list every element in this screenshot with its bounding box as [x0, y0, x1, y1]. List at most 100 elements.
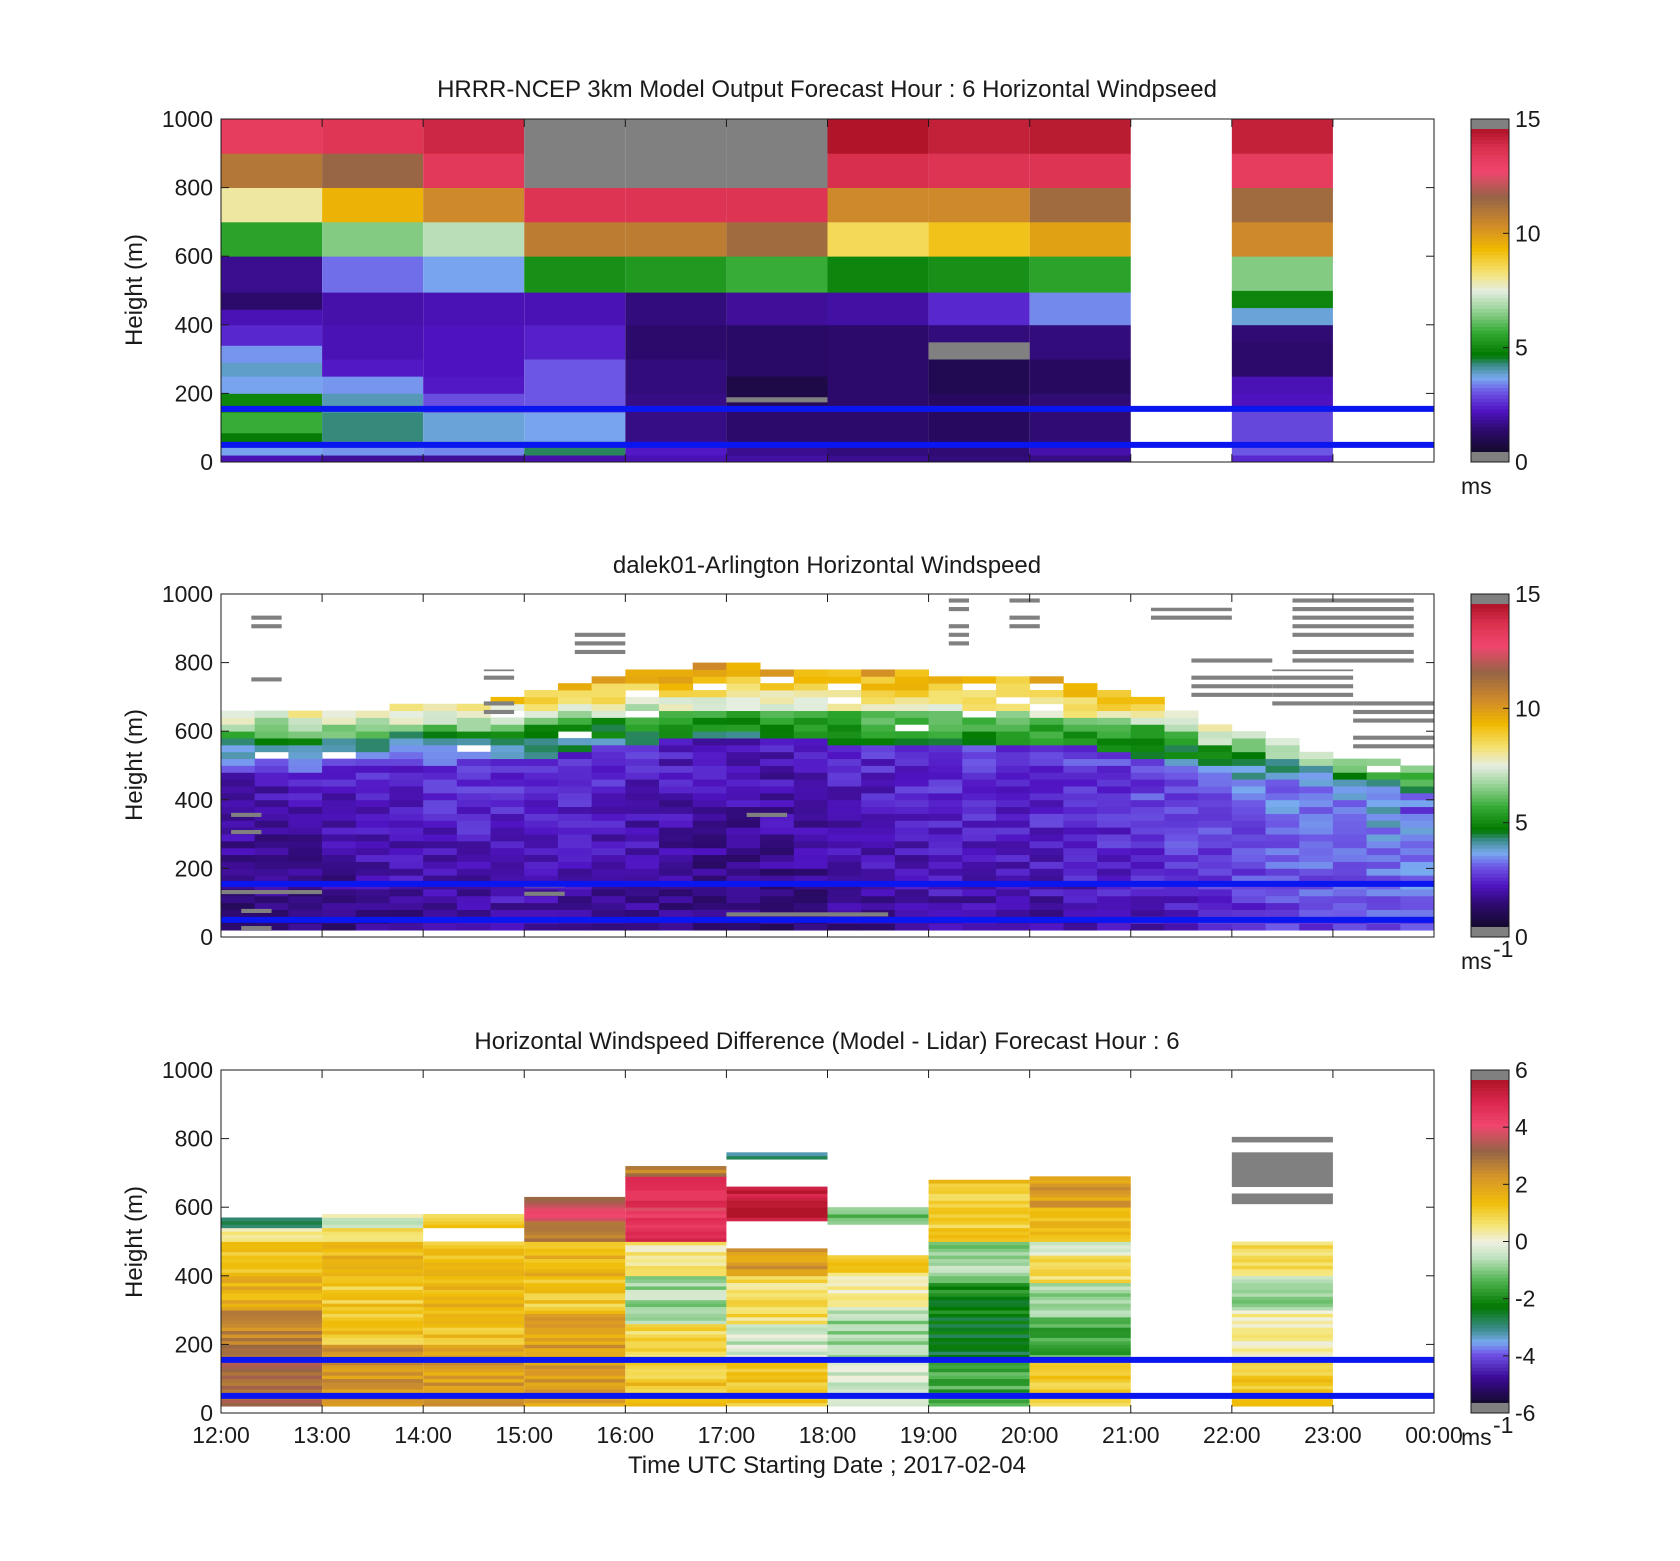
lidar-cell: [322, 868, 357, 876]
lidar-cell: [254, 806, 289, 814]
lidar-cell: [659, 669, 694, 677]
lidar-cell: [760, 834, 795, 842]
lidar-cell: [659, 827, 694, 835]
colorbar-segment: [1471, 430, 1509, 435]
colorbar-segment: [1471, 607, 1509, 612]
lidar-cell: [659, 690, 694, 698]
x-tick-label: 12:00: [192, 1422, 250, 1448]
difference-cell: [928, 1272, 1030, 1277]
lidar-no-data-cell: [574, 641, 626, 646]
difference-cell: [322, 1299, 424, 1304]
lidar-cell: [1265, 868, 1300, 876]
difference-cell: [1231, 1255, 1333, 1260]
difference-cell: [423, 1289, 525, 1294]
difference-cell: [221, 1224, 323, 1229]
difference-cell: [1029, 1265, 1131, 1270]
difference-cell: [625, 1176, 727, 1181]
lidar-cell: [962, 875, 997, 883]
lidar-cell: [591, 888, 626, 897]
lidar-cell: [490, 847, 525, 856]
lidar-cell: [962, 786, 997, 794]
lidar-cell: [1366, 902, 1401, 910]
difference-cell: [726, 1399, 828, 1404]
lidar-cell: [692, 779, 727, 787]
lidar-cell: [726, 779, 761, 787]
lidar-cell: [995, 909, 1031, 917]
lidar-cell: [322, 799, 357, 808]
lidar-cell: [659, 806, 694, 814]
difference-cell: [625, 1248, 727, 1253]
difference-cell: [726, 1292, 828, 1297]
model-cell: [423, 292, 525, 326]
colorbar-segment: [1471, 448, 1509, 453]
lidar-cell: [1198, 731, 1233, 739]
colorbar-segment: [1471, 1219, 1509, 1225]
difference-cell: [221, 1313, 323, 1318]
difference-cell: [322, 1244, 424, 1249]
lidar-cell: [962, 792, 997, 801]
lidar-cell: [625, 895, 660, 904]
colorbar-segment: [1471, 1130, 1509, 1135]
colorbar-segment: [1471, 1108, 1509, 1113]
lidar-no-data-cell: [948, 598, 970, 603]
colorbar-segment: [1471, 1198, 1509, 1203]
lidar-cell: [962, 779, 997, 787]
colorbar-segment: [1471, 848, 1509, 853]
model-cell: [827, 256, 929, 293]
lidar-cell: [1434, 779, 1468, 786]
lidar-cell: [1299, 772, 1334, 780]
difference-cell: [423, 1220, 525, 1225]
lidar-cell: [1164, 717, 1199, 725]
lidar-cell: [557, 690, 593, 698]
lidar-no-data-cell: [1353, 735, 1434, 740]
model-cell: [221, 309, 323, 326]
colorbar-segment: [1471, 837, 1509, 842]
lidar-cell: [1366, 834, 1401, 842]
colorbar-segment: [1471, 265, 1509, 270]
lidar-cell: [456, 895, 491, 904]
difference-cell: [726, 1190, 828, 1194]
lidar-cell: [1366, 786, 1401, 794]
lidar-cell: [827, 772, 862, 780]
model-cell: [221, 376, 323, 394]
lidar-cell: [1434, 772, 1468, 779]
difference-cell: [1029, 1248, 1131, 1253]
lidar-cell: [1299, 820, 1334, 828]
lidar-cell: [1063, 895, 1098, 904]
lidar-cell: [288, 724, 323, 732]
lidar-cell: [423, 772, 458, 780]
lidar-cell: [288, 765, 323, 773]
difference-cell: [1231, 1351, 1333, 1356]
colorbar-tick-label: 5: [1515, 810, 1528, 836]
lidar-cell: [1130, 696, 1165, 705]
lidar-cell: [928, 779, 963, 787]
difference-cell: [726, 1210, 828, 1215]
lidar-cell: [1097, 751, 1132, 760]
lidar-cell: [659, 683, 694, 691]
difference-cell: [1231, 1375, 1333, 1380]
colorbar-segment: [1471, 387, 1509, 392]
colorbar-segment: [1471, 1191, 1509, 1196]
difference-cell: [726, 1186, 828, 1191]
difference-cell: [928, 1190, 1030, 1194]
model-cell: [928, 359, 1030, 394]
difference-cell: [221, 1364, 323, 1369]
lidar-cell: [456, 834, 491, 842]
difference-cell: [726, 1272, 828, 1277]
lidar-cell: [254, 744, 289, 753]
lidar-cell: [894, 738, 929, 746]
difference-cell: [322, 1255, 424, 1260]
colorbar-unit-superscript: -1: [1493, 936, 1513, 962]
difference-cell: [928, 1210, 1030, 1215]
difference-cell: [221, 1354, 323, 1359]
lidar-cell: [1265, 923, 1300, 931]
lidar-cell: [659, 744, 694, 753]
lidar-cell: [1198, 751, 1233, 760]
colorbar-segment: [1471, 1094, 1509, 1099]
difference-cell: [726, 1330, 828, 1335]
lidar-cell: [557, 868, 593, 876]
lidar-cell: [1434, 903, 1468, 910]
lidar-cell: [389, 806, 424, 814]
lidar-cell: [827, 724, 862, 732]
colorbar-segment: [1471, 1230, 1509, 1235]
